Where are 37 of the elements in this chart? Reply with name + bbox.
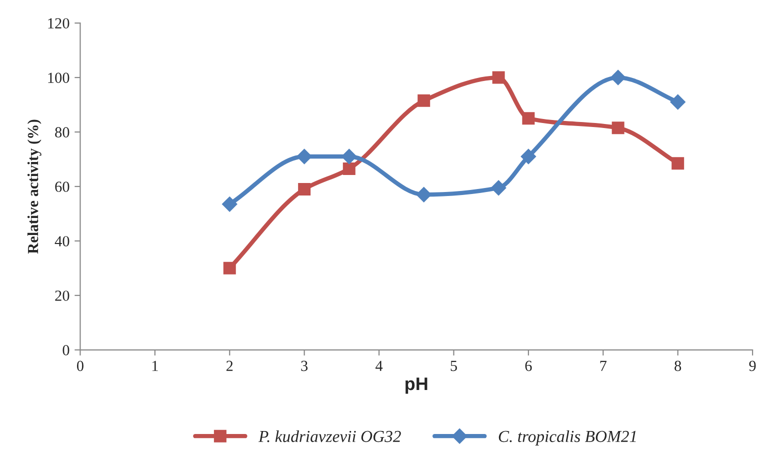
y-tick-label: 120: [48, 18, 70, 28]
point: [222, 196, 238, 212]
legend-label: C. tropicalis BOM21: [498, 430, 636, 446]
y-tick-label: 40: [54, 236, 70, 246]
point: [612, 122, 624, 134]
point: [522, 112, 535, 125]
y-tick-label: 20: [55, 290, 70, 301]
y-tick-label: 0: [62, 345, 70, 356]
x-tick-label: 0: [76, 360, 84, 372]
point: [490, 180, 506, 196]
point: [342, 162, 356, 176]
point: [342, 148, 357, 164]
x-axis-title: pH: [406, 378, 428, 394]
point: [418, 94, 430, 107]
x-tick-label: 9: [749, 360, 756, 372]
x-tick-label: 7: [600, 360, 607, 371]
legend-label: P. kudriavzevii OG32: [258, 430, 401, 442]
x-tick-label: 2: [226, 360, 233, 371]
point: [416, 187, 432, 202]
point: [492, 71, 505, 84]
point: [672, 157, 684, 170]
x-tick-label: 8: [674, 360, 682, 372]
point: [670, 94, 686, 110]
x-tick-label: 4: [376, 360, 383, 371]
x-tick-label: 3: [301, 360, 308, 372]
y-axis-title: Relative activity (%): [27, 120, 42, 254]
x-tick-label: 5: [450, 360, 457, 372]
y-tick-label: 100: [48, 72, 70, 83]
point: [520, 148, 536, 164]
y-tick-label: 60: [55, 182, 70, 192]
point: [223, 262, 236, 274]
x-tick-label: 1: [152, 360, 158, 371]
point: [610, 70, 626, 86]
x-tick-label: 6: [525, 360, 532, 372]
y-tick-label: 80: [55, 127, 70, 138]
point: [296, 148, 312, 164]
point: [298, 182, 311, 196]
